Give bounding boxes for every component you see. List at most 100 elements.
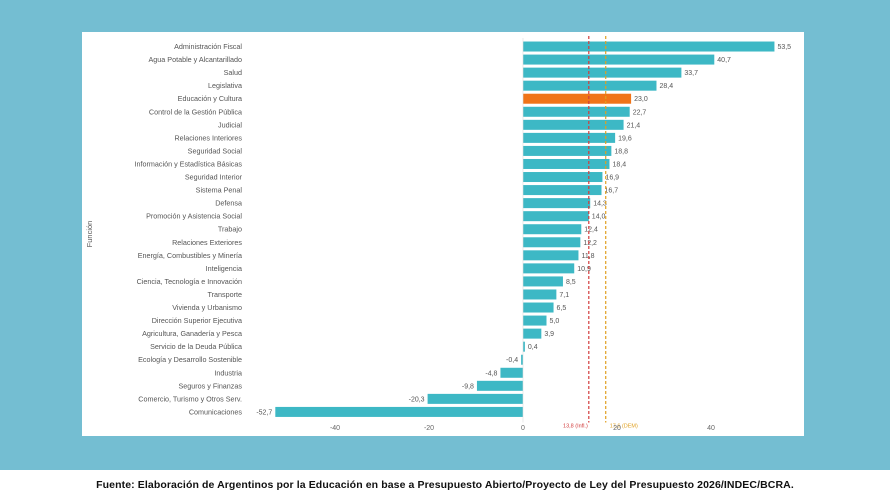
bar: [523, 132, 616, 143]
bar: [523, 119, 624, 130]
category-label: Comercio, Turismo y Otros Serv.: [138, 394, 242, 403]
category-label: Defensa: [215, 199, 242, 208]
bar: [523, 302, 554, 313]
bar: [523, 67, 682, 78]
bar: [521, 354, 523, 365]
category-label: Administración Fiscal: [174, 42, 242, 51]
category-label: Información y Estadística Básicas: [135, 159, 243, 168]
bar: [523, 289, 557, 300]
reference-line-label: 13,8 (Infl.): [563, 423, 588, 429]
category-label: Sistema Penal: [196, 186, 243, 195]
reference-lines-layer: 13,8 (Infl.) 17,6 (DEM): [563, 36, 638, 429]
value-label: -0,4: [506, 357, 518, 364]
value-label: 18,4: [612, 161, 626, 168]
value-label: 14,0: [592, 214, 606, 221]
bar: [523, 237, 581, 248]
bar: [523, 80, 657, 91]
category-label: Comunicaciones: [189, 407, 243, 416]
category-label: Agua Potable y Alcantarillado: [149, 55, 243, 64]
value-label: 28,4: [659, 83, 673, 90]
category-label: Control de la Gestión Pública: [149, 107, 242, 116]
bar: [523, 93, 632, 104]
category-label: Seguridad Interior: [185, 173, 243, 182]
value-label: 22,7: [633, 109, 647, 116]
bar: [476, 380, 523, 391]
bar: [523, 106, 630, 117]
value-label: 12,2: [583, 240, 597, 247]
value-label: 8,5: [566, 279, 576, 286]
bar: [523, 250, 579, 261]
value-label: 12,4: [584, 227, 598, 234]
bar-chart: Administración Fiscal 53,5 Agua Potable y …: [85, 36, 792, 432]
bar: [523, 185, 602, 196]
chart-frame: Administración Fiscal 53,5 Agua Potable y …: [0, 0, 890, 470]
category-label: Educación y Cultura: [178, 94, 242, 103]
bar: [523, 315, 547, 326]
bar: [523, 198, 591, 209]
category-label: Seguros y Finanzas: [178, 381, 242, 390]
category-label: Inteligencia: [206, 264, 242, 273]
value-label: 14,3: [593, 201, 607, 208]
category-label: Seguridad Social: [188, 146, 243, 155]
category-label: Salud: [224, 68, 242, 77]
value-label: 23,0: [634, 96, 648, 103]
bar: [427, 393, 523, 404]
value-label: 21,4: [627, 122, 641, 129]
bars-layer: [275, 41, 775, 417]
value-label: 40,7: [717, 57, 731, 64]
value-label: 0,4: [528, 344, 538, 351]
category-label: Judicial: [218, 120, 242, 129]
category-label: Ciencia, Tecnología e Innovación: [137, 277, 242, 286]
x-tick-label: -40: [330, 425, 340, 432]
bar: [523, 41, 775, 52]
category-label: Energía, Combustibles y Minería: [138, 251, 242, 260]
bar: [523, 341, 525, 352]
value-label: 6,5: [557, 305, 567, 312]
value-label: -9,8: [462, 383, 474, 390]
x-tick-label: 0: [521, 425, 525, 432]
value-label: 16,7: [604, 188, 618, 195]
labels-layer: Administración Fiscal 53,5 Agua Potable y …: [135, 42, 792, 416]
x-tick-label: -20: [424, 425, 434, 432]
value-label: -52,7: [256, 409, 272, 416]
value-label: 16,9: [605, 175, 619, 182]
value-label: 19,6: [618, 135, 632, 142]
value-label: 18,8: [614, 148, 628, 155]
category-label: Legislativa: [208, 81, 242, 90]
x-tick-label: 20: [613, 425, 621, 432]
value-label: 5,0: [550, 318, 560, 325]
y-axis-title: Función: [85, 221, 94, 248]
value-label: 7,1: [559, 292, 569, 299]
category-label: Servicio de la Deuda Pública: [150, 342, 242, 351]
category-label: Trabajo: [218, 225, 242, 234]
bar: [523, 158, 610, 169]
value-label: 53,5: [777, 44, 791, 51]
category-label: Relaciones Interiores: [174, 133, 242, 142]
bar: [523, 328, 542, 339]
chart-panel: Administración Fiscal 53,5 Agua Potable y …: [82, 32, 804, 436]
category-label: Transporte: [208, 290, 243, 299]
value-label: -4,8: [485, 370, 497, 377]
x-tick-label: 40: [707, 425, 715, 432]
category-label: Ecología y Desarrollo Sostenible: [138, 355, 242, 364]
value-label: 10,9: [577, 266, 591, 273]
category-label: Relaciones Exteriores: [172, 238, 242, 247]
bar: [523, 263, 575, 274]
category-label: Industria: [214, 368, 242, 377]
value-label: 33,7: [684, 70, 698, 77]
bar: [275, 406, 523, 417]
bar: [523, 172, 603, 183]
bar: [523, 224, 582, 235]
category-label: Vivienda y Urbanismo: [172, 303, 242, 312]
value-label: 11,8: [581, 253, 594, 260]
category-label: Agricultura, Ganadería y Pesca: [142, 329, 242, 338]
category-label: Dirección Superior Ejecutiva: [152, 316, 242, 325]
reference-line-label: 17,6 (DEM): [610, 423, 638, 429]
source-note: Fuente: Elaboración de Argentinos por la…: [96, 479, 794, 491]
bar: [523, 276, 563, 287]
category-label: Promoción y Asistencia Social: [146, 212, 242, 221]
bar: [523, 211, 589, 222]
bar: [523, 145, 612, 156]
value-label: -20,3: [409, 396, 425, 403]
bar: [523, 54, 715, 65]
